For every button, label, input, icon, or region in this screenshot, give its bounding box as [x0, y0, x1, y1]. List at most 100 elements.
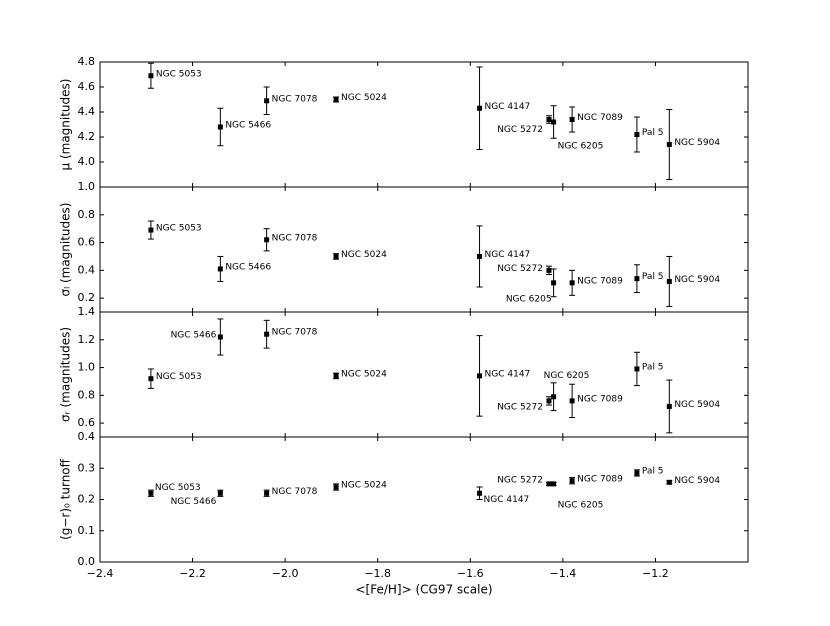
y-tick-label: 1.2 — [78, 333, 96, 346]
point-label: NGC 5053 — [155, 483, 201, 493]
point — [634, 276, 640, 282]
point — [148, 490, 154, 496]
point-label: NGC 5272 — [497, 264, 543, 274]
point-label: NGC 7089 — [577, 474, 623, 484]
point — [333, 253, 339, 259]
y-tick-label: 0.0 — [78, 555, 96, 568]
y-tick-label: 4.4 — [78, 105, 96, 118]
point — [666, 403, 672, 409]
point — [333, 97, 339, 102]
point — [551, 119, 557, 125]
y-tick-label: 0.8 — [78, 388, 96, 401]
point — [666, 278, 672, 284]
y-tick-label: 4.0 — [78, 155, 96, 168]
point — [551, 481, 557, 487]
point — [477, 373, 483, 379]
point-label: NGC 7089 — [577, 113, 623, 123]
point-label: NGC 5053 — [156, 372, 202, 382]
point — [569, 398, 575, 404]
point — [546, 398, 552, 404]
y-tick-label: 0.4 — [78, 263, 96, 276]
point — [477, 490, 483, 496]
y-axis-label: σₗ (magnitudes) — [59, 203, 73, 297]
point-label: NGC 5466 — [171, 331, 217, 341]
point — [551, 394, 557, 400]
point — [217, 124, 223, 130]
point — [569, 280, 575, 286]
point-label: NGC 5272 — [497, 475, 543, 485]
point-label: NGC 5272 — [497, 125, 543, 135]
y-tick-label: 0.6 — [78, 416, 96, 429]
point-label: NGC 7089 — [577, 394, 623, 404]
point-label: NGC 7078 — [272, 233, 318, 243]
y-tick-label: 0.2 — [78, 291, 96, 304]
point-label: Pal 5 — [642, 362, 664, 372]
point-label: Pal 5 — [642, 272, 664, 282]
y-tick-label: 0.4 — [78, 430, 96, 443]
point-label: NGC 7078 — [272, 487, 318, 497]
point-label: NGC 7089 — [577, 276, 623, 286]
point — [148, 227, 154, 233]
x-tick-label: −1.4 — [549, 567, 576, 580]
y-axis-label: σᵣ (magnitudes) — [59, 327, 73, 422]
point — [264, 331, 270, 337]
point-label: NGC 5904 — [674, 476, 720, 486]
y-tick-label: 0.1 — [78, 524, 96, 537]
point-label: NGC 5024 — [341, 93, 387, 103]
point — [264, 237, 270, 243]
point-label: NGC 6205 — [544, 371, 590, 381]
point-label: NGC 5466 — [225, 121, 271, 131]
point — [217, 490, 223, 496]
point — [634, 470, 640, 476]
point-label: NGC 5904 — [674, 275, 720, 285]
y-tick-label: 1.0 — [78, 361, 96, 374]
y-axis-label: μ (magnitudes) — [59, 79, 73, 171]
y-tick-label: 1.0 — [78, 180, 96, 193]
point — [546, 267, 552, 273]
point-label: NGC 5024 — [341, 481, 387, 491]
x-tick-label: −1.8 — [364, 567, 391, 580]
x-tick-label: −2.4 — [87, 567, 114, 580]
point — [569, 117, 575, 122]
point — [666, 142, 672, 147]
point — [217, 266, 223, 272]
point-label: NGC 5024 — [341, 250, 387, 260]
point-label: NGC 5466 — [171, 497, 217, 507]
point — [333, 484, 339, 490]
point — [634, 132, 640, 137]
point-label: NGC 5272 — [497, 402, 543, 412]
x-tick-label: −1.2 — [642, 567, 669, 580]
point-label: NGC 4147 — [485, 369, 531, 379]
point-label: NGC 6205 — [506, 294, 552, 304]
point — [477, 105, 483, 111]
point-label: NGC 4147 — [484, 495, 530, 505]
point — [148, 376, 154, 382]
y-tick-label: 0.2 — [78, 493, 96, 506]
x-tick-label: −1.6 — [457, 567, 484, 580]
y-tick-label: 0.3 — [78, 461, 96, 474]
panel-frame — [99, 61, 749, 188]
point-label: NGC 5904 — [674, 400, 720, 410]
point-label: NGC 7078 — [272, 328, 318, 338]
point — [666, 479, 672, 485]
point-label: NGC 4147 — [485, 102, 531, 112]
point-label: NGC 7078 — [272, 94, 318, 104]
point-label: NGC 5466 — [225, 262, 271, 272]
y-tick-label: 0.8 — [78, 208, 96, 221]
point — [264, 490, 270, 496]
x-axis-label: <[Fe/H]> (CG97 scale) — [355, 583, 492, 597]
point-label: NGC 5053 — [156, 224, 202, 234]
point-label: NGC 5053 — [156, 69, 202, 79]
point-label: NGC 6205 — [558, 142, 604, 152]
point-label: NGC 5024 — [341, 369, 387, 379]
point-label: NGC 4147 — [485, 250, 531, 260]
y-tick-label: 4.8 — [78, 55, 96, 68]
y-tick-label: 4.6 — [78, 80, 96, 93]
point — [477, 253, 483, 259]
point — [569, 478, 575, 484]
point-label: NGC 6205 — [558, 500, 604, 510]
y-axis-label: (g−r)₀ turnoff — [59, 458, 73, 540]
point — [333, 373, 339, 379]
point-label: Pal 5 — [642, 466, 664, 476]
